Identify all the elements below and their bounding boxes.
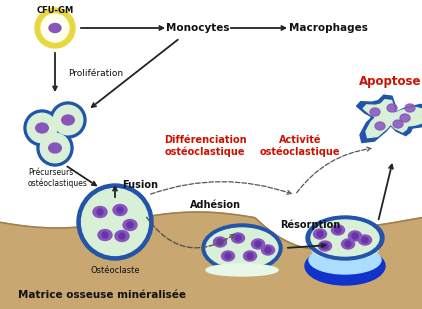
Ellipse shape — [400, 114, 410, 122]
Ellipse shape — [36, 123, 48, 133]
Polygon shape — [363, 100, 422, 138]
Ellipse shape — [393, 120, 403, 128]
Circle shape — [119, 233, 125, 239]
Text: Prolifération: Prolifération — [68, 70, 123, 78]
Ellipse shape — [387, 104, 397, 112]
Circle shape — [362, 237, 368, 243]
Circle shape — [53, 105, 83, 135]
Ellipse shape — [49, 23, 61, 32]
Ellipse shape — [319, 241, 332, 251]
Circle shape — [225, 253, 231, 259]
Ellipse shape — [375, 122, 385, 130]
Ellipse shape — [62, 115, 74, 125]
Ellipse shape — [115, 231, 129, 242]
Circle shape — [24, 110, 60, 146]
Ellipse shape — [262, 245, 274, 255]
Ellipse shape — [311, 220, 379, 256]
Circle shape — [81, 188, 149, 256]
Circle shape — [322, 243, 328, 249]
Ellipse shape — [349, 231, 362, 241]
Circle shape — [217, 239, 223, 245]
Ellipse shape — [405, 104, 415, 112]
Text: Fusion: Fusion — [122, 180, 158, 190]
Ellipse shape — [341, 239, 354, 249]
Circle shape — [317, 231, 323, 237]
Circle shape — [345, 241, 351, 247]
Text: Ostéoclaste: Ostéoclaste — [90, 266, 140, 275]
Text: Macrophages: Macrophages — [289, 23, 368, 33]
Ellipse shape — [113, 205, 127, 215]
Circle shape — [97, 209, 103, 215]
Ellipse shape — [232, 233, 244, 243]
Polygon shape — [357, 95, 422, 142]
Circle shape — [265, 247, 271, 253]
Text: Précurseurs
ostéoclastiques: Précurseurs ostéoclastiques — [28, 168, 88, 188]
Circle shape — [117, 207, 123, 213]
Circle shape — [235, 235, 241, 241]
Circle shape — [102, 232, 108, 238]
Circle shape — [255, 241, 261, 247]
Ellipse shape — [305, 247, 385, 285]
Text: Matrice osseuse minéralisée: Matrice osseuse minéralisée — [18, 290, 186, 300]
Circle shape — [247, 253, 253, 259]
Ellipse shape — [359, 235, 371, 245]
Text: CFU-GM: CFU-GM — [36, 6, 73, 15]
Circle shape — [41, 14, 69, 42]
Ellipse shape — [252, 239, 265, 249]
Ellipse shape — [206, 264, 278, 276]
Ellipse shape — [309, 246, 381, 274]
Circle shape — [27, 113, 57, 143]
Circle shape — [40, 133, 70, 163]
Ellipse shape — [243, 251, 257, 261]
Circle shape — [35, 8, 75, 48]
Ellipse shape — [314, 229, 327, 239]
Text: Activité
ostéoclastique: Activité ostéoclastique — [260, 135, 340, 157]
Ellipse shape — [202, 224, 282, 272]
Ellipse shape — [306, 216, 384, 260]
Circle shape — [50, 102, 86, 138]
Text: Monocytes: Monocytes — [166, 23, 230, 33]
Ellipse shape — [311, 237, 379, 259]
Ellipse shape — [123, 219, 137, 231]
Ellipse shape — [206, 228, 278, 268]
Circle shape — [37, 130, 73, 166]
Ellipse shape — [222, 251, 235, 261]
Polygon shape — [0, 212, 422, 309]
Circle shape — [352, 233, 358, 239]
Text: Apoptose: Apoptose — [359, 75, 421, 88]
Circle shape — [127, 222, 133, 228]
Text: Différenciation
ostéoclastique: Différenciation ostéoclastique — [164, 135, 246, 157]
Text: Résorption: Résorption — [280, 219, 340, 230]
Ellipse shape — [98, 230, 112, 240]
Ellipse shape — [370, 108, 380, 116]
Ellipse shape — [332, 225, 344, 235]
Ellipse shape — [214, 237, 227, 247]
Ellipse shape — [49, 143, 61, 153]
Ellipse shape — [93, 206, 107, 218]
Circle shape — [77, 184, 153, 260]
Circle shape — [335, 227, 341, 233]
Text: Adhésion: Adhésion — [189, 200, 241, 210]
